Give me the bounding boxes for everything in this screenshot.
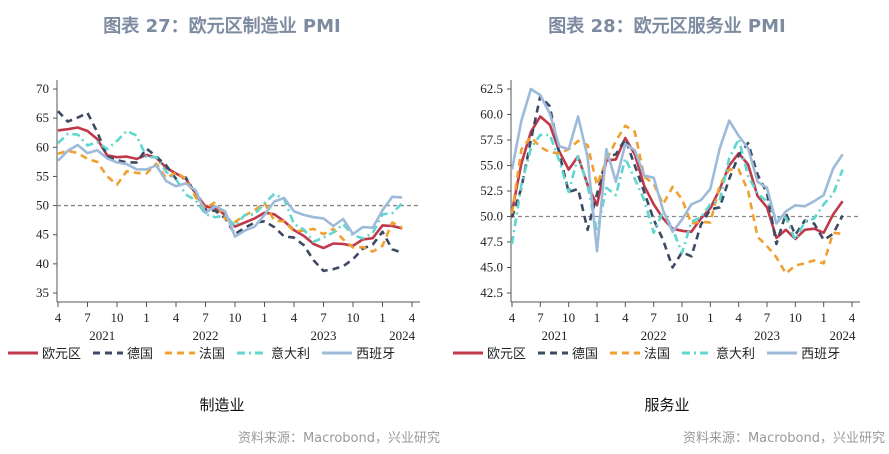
year-label: 2021 bbox=[542, 328, 568, 340]
legend-swatch bbox=[610, 351, 641, 354]
year-label: 2024 bbox=[830, 328, 857, 340]
legend-label: 德国 bbox=[127, 347, 154, 362]
x-tick-label: 10 bbox=[789, 310, 802, 325]
y-tick-label: 50 bbox=[36, 198, 49, 213]
legend-label: 欧元区 bbox=[42, 347, 82, 362]
x-tick-label: 7 bbox=[320, 310, 327, 325]
legend: 欧元区 德国 法国 意大利 西班牙 bbox=[8, 343, 395, 362]
legend-swatch bbox=[237, 351, 268, 354]
legend-item: 德国 bbox=[93, 343, 153, 362]
x-tick-label: 10 bbox=[229, 310, 242, 325]
x-tick-label: 1 bbox=[820, 310, 827, 325]
x-tick-label: 1 bbox=[261, 310, 268, 325]
series-line-欧元区 bbox=[510, 115, 844, 241]
y-tick-label: 65 bbox=[36, 110, 49, 125]
manufacturing-panel: 图表 27：欧元区制造业 PMI 35 40 45 50 55 60 65 70 4 7 10 1 4 7… bbox=[0, 0, 444, 454]
legend-swatch bbox=[538, 351, 569, 354]
x-tick-label: 4 bbox=[622, 310, 629, 325]
y-tick-label: 60.0 bbox=[480, 107, 503, 122]
series-line-意大利 bbox=[510, 133, 844, 255]
chart-title: 图表 28：欧元区服务业 PMI bbox=[548, 16, 786, 37]
y-tick-label: 47.5 bbox=[480, 234, 503, 249]
series-line-法国 bbox=[57, 149, 403, 253]
year-label: 2022 bbox=[641, 328, 667, 340]
x-tick-label: 7 bbox=[202, 310, 209, 325]
services-panel: 图表 28：欧元区服务业 PMI 42.5 45.0 47.5 50.0 52.5 55.… bbox=[445, 0, 889, 454]
y-tick-label: 62.5 bbox=[480, 81, 503, 96]
y-tick-label: 42.5 bbox=[480, 285, 503, 300]
year-label: 2021 bbox=[89, 328, 115, 340]
source-note: 资料来源：Macrobond，兴业研究 bbox=[682, 431, 885, 446]
legend-item: 意大利 bbox=[237, 343, 310, 362]
x-tick-label: 10 bbox=[111, 310, 124, 325]
year-label: 2024 bbox=[389, 328, 416, 340]
x-tick-label: 1 bbox=[379, 310, 386, 325]
x-tick-label: 7 bbox=[650, 310, 657, 325]
legend-swatch bbox=[322, 351, 353, 354]
legend-item: 欧元区 bbox=[8, 343, 81, 362]
series-line-西班牙 bbox=[57, 143, 403, 238]
x-tick-label: 4 bbox=[55, 310, 62, 325]
series-line-德国 bbox=[510, 94, 844, 269]
x-tick-label: 4 bbox=[173, 310, 180, 325]
legend-item: 西班牙 bbox=[767, 343, 840, 362]
x-tick-label: 10 bbox=[676, 310, 689, 325]
chart-subtitle: 制造业 bbox=[199, 396, 245, 414]
y-tick-label: 40 bbox=[36, 256, 49, 271]
legend-item: 欧元区 bbox=[453, 343, 526, 362]
chart-subtitle: 服务业 bbox=[644, 396, 690, 414]
legend-label: 欧元区 bbox=[487, 347, 527, 362]
legend-swatch bbox=[8, 351, 38, 354]
legend-item: 西班牙 bbox=[322, 343, 395, 362]
legend-item: 德国 bbox=[538, 343, 598, 362]
legend-label: 西班牙 bbox=[356, 347, 396, 362]
legend-swatch bbox=[93, 351, 124, 354]
x-tick-label: 1 bbox=[707, 310, 714, 325]
legend-label: 西班牙 bbox=[801, 347, 841, 362]
y-tick-label: 55.0 bbox=[480, 158, 503, 173]
y-tick-label: 60 bbox=[36, 139, 49, 154]
x-tick-label: 4 bbox=[735, 310, 742, 325]
x-tick-label: 10 bbox=[562, 310, 575, 325]
legend-label: 意大利 bbox=[716, 347, 756, 362]
year-label: 2022 bbox=[193, 328, 219, 340]
y-tick-label: 52.5 bbox=[480, 183, 503, 198]
legend-swatch bbox=[767, 351, 798, 354]
y-tick-label: 50.0 bbox=[480, 209, 503, 224]
legend-item: 意大利 bbox=[682, 343, 755, 362]
y-tick-label: 45.0 bbox=[480, 260, 503, 275]
x-tick-label: 1 bbox=[594, 310, 601, 325]
x-tick-label: 7 bbox=[537, 310, 544, 325]
legend: 欧元区 德国 法国 意大利 西班牙 bbox=[453, 343, 840, 362]
year-label: 2023 bbox=[754, 328, 780, 340]
y-tick-label: 70 bbox=[36, 81, 49, 96]
legend-label: 德国 bbox=[572, 347, 599, 362]
year-label: 2023 bbox=[311, 328, 337, 340]
legend-swatch bbox=[453, 351, 483, 354]
x-tick-label: 4 bbox=[849, 310, 856, 325]
x-tick-label: 10 bbox=[347, 310, 360, 325]
legend-label: 意大利 bbox=[271, 347, 311, 362]
legend-item: 法国 bbox=[610, 343, 670, 362]
series-line-西班牙 bbox=[510, 87, 844, 253]
manufacturing-pmi-chart: 35 40 45 50 55 60 65 70 4 7 10 1 4 7 10 1 4 7 10 1 4 2021 2022… bbox=[36, 80, 420, 340]
legend-label: 法国 bbox=[199, 347, 226, 362]
chart-title: 图表 27：欧元区制造业 PMI bbox=[103, 16, 341, 37]
y-tick-label: 57.5 bbox=[480, 132, 503, 147]
x-tick-label: 4 bbox=[409, 310, 416, 325]
y-tick-label: 45 bbox=[36, 227, 49, 242]
legend-item: 法国 bbox=[165, 343, 225, 362]
x-tick-label: 1 bbox=[143, 310, 150, 325]
source-note: 资料来源：Macrobond，兴业研究 bbox=[237, 431, 440, 446]
legend-label: 法国 bbox=[644, 347, 671, 362]
legend-swatch bbox=[682, 351, 713, 354]
x-tick-label: 4 bbox=[509, 310, 516, 325]
legend-swatch bbox=[165, 351, 196, 354]
y-tick-label: 35 bbox=[36, 285, 49, 300]
x-tick-label: 7 bbox=[764, 310, 771, 325]
x-tick-label: 7 bbox=[84, 310, 91, 325]
x-tick-label: 4 bbox=[291, 310, 298, 325]
y-tick-label: 55 bbox=[36, 168, 49, 183]
services-pmi-chart: 42.5 45.0 47.5 50.0 52.5 55.0 57.5 60.0 62.5 4 7 10… bbox=[480, 80, 860, 340]
